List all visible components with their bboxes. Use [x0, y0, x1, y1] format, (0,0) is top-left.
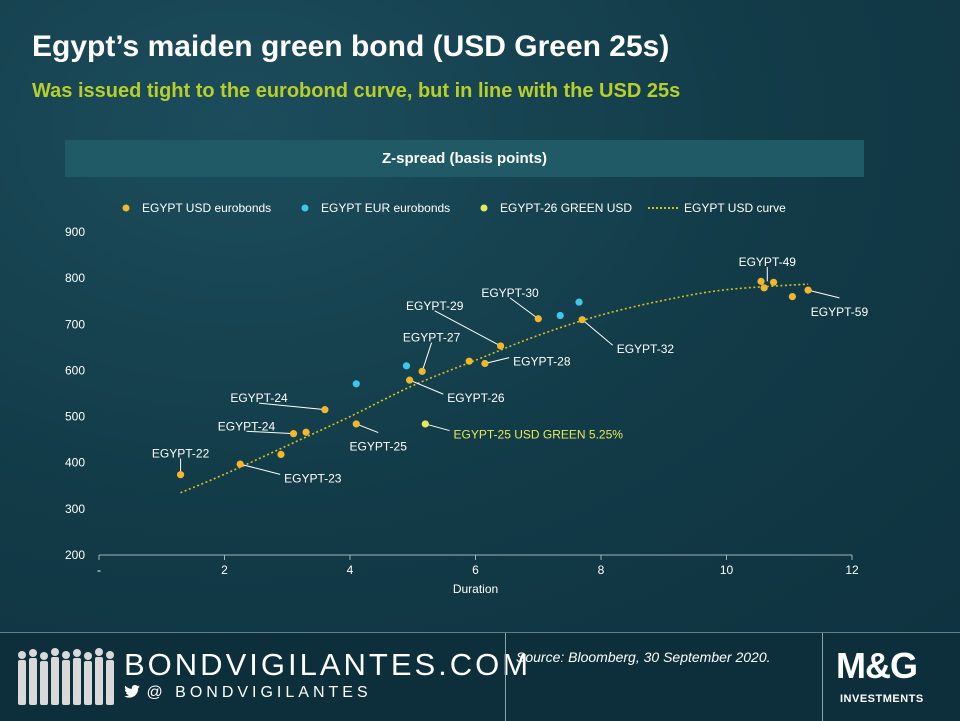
annotation-leader [425, 423, 450, 432]
annotation-label: EGYPT-25 [350, 440, 408, 454]
usd-eurobond-point [321, 406, 329, 414]
annotation-label: EGYPT-32 [617, 342, 675, 356]
mg-logo-subtext: INVESTMENTS [840, 693, 924, 705]
annotation-leader [246, 430, 294, 435]
y-tick-label: 900 [65, 225, 85, 239]
brand-name: BONDVIGILANTES.COM [124, 647, 532, 682]
annotation-leader [258, 402, 325, 411]
usd-eurobond-point [534, 315, 542, 323]
y-tick-label: 400 [65, 456, 85, 470]
legend-marker [480, 204, 488, 212]
twitter-handle: @ BONDVIGILANTES [124, 684, 372, 702]
footer-divider [822, 633, 823, 721]
annotation-label: EGYPT-22 [152, 446, 210, 460]
mg-logo-text: M&G [836, 645, 918, 686]
x-tick-label: 12 [845, 563, 859, 577]
usd-eurobond-point [760, 284, 768, 292]
legend-marker [301, 204, 309, 212]
x-tick-label: 10 [720, 563, 734, 577]
background [0, 0, 960, 632]
annotation-label: EGYPT-24 [218, 419, 276, 433]
annotation-label: EGYPT-23 [284, 471, 342, 485]
footer: BONDVIGILANTES.COM @ BONDVIGILANTES Sour… [0, 632, 960, 721]
annotation-label: EGYPT-29 [406, 299, 464, 313]
usd-eurobond-point [406, 376, 414, 384]
z-spread-chart: - 2 4 6 8 10 12 200 300 400 500 600 700 800 900 Duratio… [65, 201, 869, 596]
legend-label: EGYPT USD curve [684, 201, 786, 215]
y-tick-label: 500 [65, 410, 85, 424]
twitter-icon [124, 685, 140, 698]
y-tick-label: 300 [65, 502, 85, 516]
usd-eurobond-point [302, 428, 310, 436]
usd-eurobond-point [788, 293, 796, 301]
people-silhouettes-icon [18, 648, 114, 705]
usd-eurobond-point [352, 420, 360, 428]
usd-eurobond-point [289, 430, 298, 438]
x-tick-label: 8 [598, 563, 605, 577]
x-axis-title: Duration [453, 582, 498, 596]
page-title: Egypt’s maiden green bond (USD Green 25s… [32, 30, 670, 63]
y-tick-label: 800 [65, 271, 85, 285]
usd-eurobond-point [465, 357, 473, 365]
green-bond-point [421, 420, 429, 428]
annotation-leader [356, 423, 379, 434]
annotation-leader [581, 319, 614, 346]
annotation-label: EGYPT-30 [481, 286, 539, 300]
chart-panel-title-text: Z-spread (basis points) [381, 150, 548, 167]
eur-eurobond-point [402, 362, 411, 370]
annotation-leader [484, 357, 510, 364]
legend-label: EGYPT USD eurobonds [142, 201, 271, 215]
usd-eurobond-point [757, 277, 765, 285]
y-tick-label: 600 [65, 363, 85, 377]
annotation-label: EGYPT-26 [447, 391, 505, 405]
eur-eurobond-point [352, 380, 360, 388]
eur-eurobond-point [575, 298, 583, 306]
x-tick-label: 4 [347, 563, 354, 577]
usd-curve-line [180, 283, 809, 494]
page-subtitle: Was issued tight to the eurobond curve, … [32, 80, 681, 102]
usd-eurobond-point [769, 278, 778, 286]
annotation-label: EGYPT-24 [230, 391, 288, 405]
usd-eurobond-point [497, 342, 505, 350]
y-tick-label: 200 [65, 548, 85, 562]
x-tick-label: 2 [221, 563, 228, 577]
eur-eurobond-point [556, 311, 564, 320]
chart-panel-title: Z-spread (basis points) [65, 140, 864, 177]
annotation-leader [409, 379, 444, 395]
legend-label: EGYPT EUR eurobonds [321, 201, 450, 215]
y-tick-label: 700 [65, 317, 85, 331]
usd-eurobond-point [804, 286, 812, 294]
usd-eurobond-point [176, 471, 185, 479]
x-tick-label: 6 [472, 563, 479, 577]
mg-investments-logo: M&G INVESTMENTS [836, 645, 948, 711]
annotation-label: EGYPT-25 USD GREEN 5.25% [454, 428, 624, 442]
annotation-leader [421, 342, 433, 372]
annotation-leader [434, 310, 501, 347]
usd-eurobond-point [236, 460, 244, 468]
annotation-label: EGYPT-27 [403, 331, 461, 345]
footer-divider [505, 633, 506, 721]
twitter-handle-text: @ BONDVIGILANTES [146, 684, 372, 701]
x-tick-label: - [97, 563, 101, 577]
annotation-leader [807, 289, 840, 299]
legend-label: EGYPT-26 GREEN USD [500, 201, 632, 215]
usd-eurobond-point [481, 359, 489, 368]
usd-eurobond-point [277, 450, 285, 459]
source-note: Source: Bloomberg, 30 September 2020. [516, 649, 771, 665]
legend-marker [122, 204, 130, 212]
annotation-label: EGYPT-49 [739, 255, 797, 269]
annotation-label: EGYPT-28 [513, 355, 571, 369]
annotation-leader [240, 463, 281, 475]
usd-eurobond-point [578, 316, 586, 324]
annotation-label: EGYPT-59 [811, 305, 869, 319]
annotation-leader [509, 297, 539, 320]
usd-eurobond-point [418, 367, 426, 375]
